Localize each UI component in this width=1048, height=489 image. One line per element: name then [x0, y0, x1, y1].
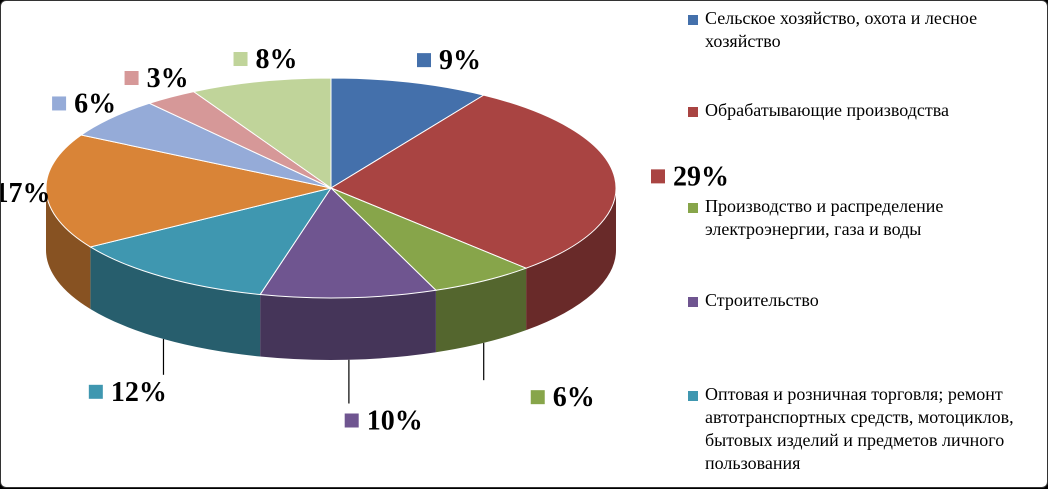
data-label-2: 6% [553, 382, 595, 413]
legend-item: Сельское хозяйство, охота и лесное хозяй… [685, 7, 1035, 53]
data-label-4: 12% [111, 377, 167, 408]
pie-slice-8 [192, 77, 332, 189]
data-label-5: 17% [1, 178, 50, 209]
pie-sides [46, 188, 616, 360]
pie-side-1 [526, 188, 616, 331]
data-label-swatch-3 [344, 413, 359, 428]
legend-item: Обрабатывающие производства [685, 99, 1035, 122]
data-label-swatch-8 [233, 52, 248, 67]
data-label-swatch-2 [530, 390, 545, 405]
legend-label: Сельское хозяйство, охота и лесное хозяй… [705, 8, 978, 51]
legend-swatch [688, 203, 698, 213]
legend-swatch [688, 391, 698, 401]
data-label-swatch-6 [52, 96, 67, 111]
legend-label: Производство и распределение электроэнер… [705, 196, 944, 239]
pie-side-4 [90, 246, 261, 357]
pie-side-5 [46, 188, 91, 309]
legend-swatch [688, 107, 698, 117]
pie-slice-4 [89, 187, 333, 296]
data-label-3: 10% [367, 406, 423, 437]
data-label-0: 9% [439, 45, 481, 76]
data-label-swatch-1 [651, 169, 665, 184]
legend-swatch [688, 297, 698, 307]
pie-slice-1 [329, 94, 617, 269]
legend-label: Оптовая и розничная торговля; ремонт авт… [705, 384, 1014, 473]
data-label-swatch-0 [417, 53, 432, 68]
data-label-swatch-7 [124, 71, 139, 86]
data-label-8: 8% [256, 44, 298, 75]
pie-side-3 [260, 290, 436, 360]
legend-item: Строительство [685, 289, 1035, 312]
legend-item: Оптовая и розничная торговля; ремонт авт… [685, 383, 1035, 475]
legend-swatch [688, 15, 698, 25]
pie-tops [45, 77, 617, 299]
pie-side-2 [435, 268, 527, 353]
legend-item: Производство и распределение электроэнер… [685, 195, 1035, 241]
legend-label: Строительство [705, 290, 819, 310]
pie-slice-5 [45, 134, 332, 248]
data-label-6: 6% [74, 88, 116, 119]
legend-label: Обрабатывающие производства [705, 100, 949, 120]
data-labels: 9% 29% 6% 10% 12% 17% 6% 3% 8% [1, 44, 729, 436]
data-label-7: 3% [147, 63, 189, 94]
pie-slice-3 [259, 187, 437, 299]
data-label-swatch-4 [88, 384, 103, 399]
data-label-1: 29% [673, 161, 729, 192]
pie-slice-0 [330, 77, 486, 189]
